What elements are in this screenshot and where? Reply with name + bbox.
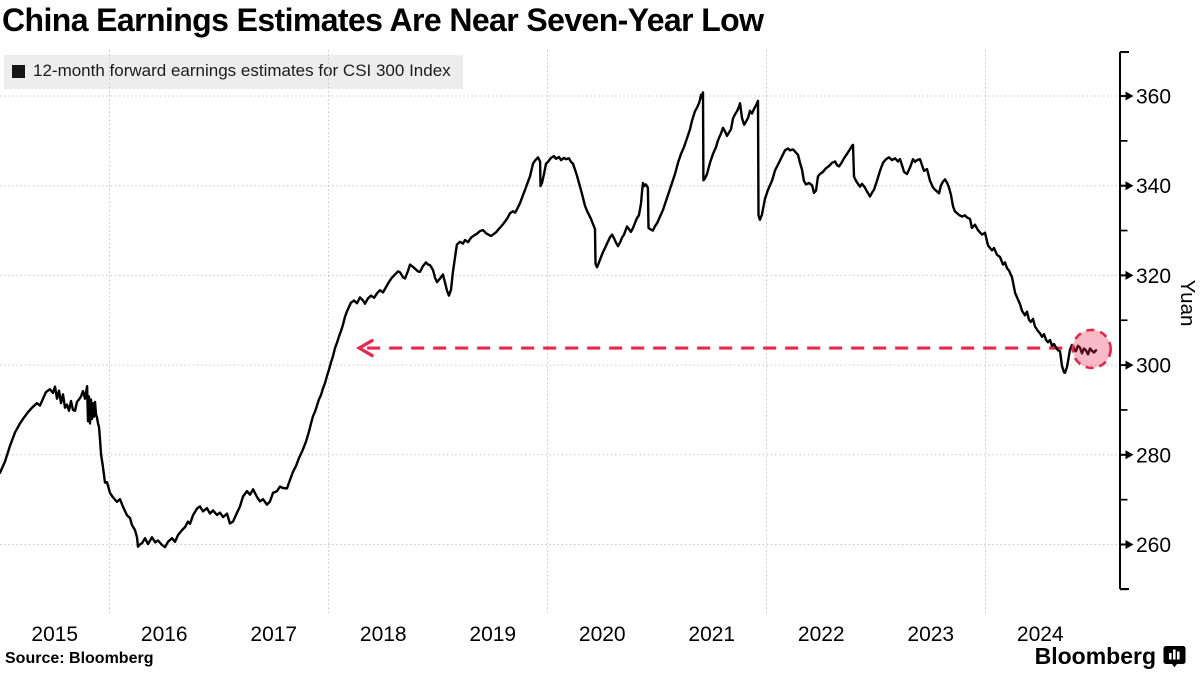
chart-title: China Earnings Estimates Are Near Seven-… [2,2,764,38]
y-tick-label: 340 [1136,175,1171,198]
legend-label: 12-month forward earnings estimates for … [33,61,451,80]
y-tick-label: 320 [1136,265,1171,288]
trend-arrow-head [355,338,374,358]
legend-swatch-icon [12,64,25,78]
legend: 12-month forward earnings estimates for … [4,55,463,89]
y-tick-label: 360 [1136,86,1171,109]
x-year-label: 2017 [250,623,297,646]
x-year-label: 2022 [798,623,845,646]
source-label: Source: Bloomberg [5,650,154,667]
y-tick-arrow-icon [1125,450,1134,460]
y-tick-arrow-icon [1125,181,1134,191]
y-tick-label: 300 [1136,355,1171,378]
bloomberg-wordmark: Bloomberg [1034,643,1156,669]
x-year-label: 2021 [688,623,735,646]
x-year-label: 2020 [579,623,626,646]
bloomberg-chart-icon [1163,645,1186,668]
y-tick-arrow-icon [1125,91,1134,101]
x-year-label: 2024 [1017,623,1064,646]
y-tick-label: 280 [1136,444,1171,467]
x-year-label: 2018 [360,623,407,646]
y-tick-arrow-icon [1125,360,1134,370]
x-year-label: 2015 [31,623,78,646]
bloomberg-logo: Bloomberg [1035,643,1186,670]
y-tick-arrow-icon [1125,270,1134,280]
highlight-circle [1071,328,1113,370]
series-line [0,91,1098,549]
x-year-label: 2016 [141,623,188,646]
y-tick-label: 260 [1136,534,1171,557]
x-year-label: 2023 [907,623,954,646]
y-axis-unit-label: Yuan [1176,280,1199,327]
y-tick-arrow-icon [1125,540,1134,549]
x-year-label: 2019 [469,623,516,646]
